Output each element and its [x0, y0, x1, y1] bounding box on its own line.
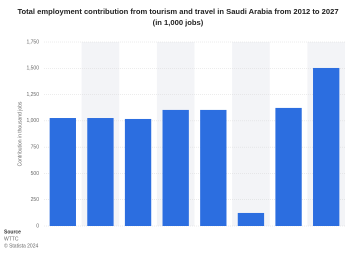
bar	[124, 118, 152, 226]
bar	[313, 67, 340, 227]
y-tick-label: 1,750	[26, 39, 39, 45]
bar	[200, 109, 227, 226]
y-tick-label: 1,000	[26, 118, 39, 124]
copyright: © Statista 2024	[4, 242, 38, 249]
y-tick-label: 250	[31, 197, 40, 203]
source-name: WTTC	[4, 236, 19, 242]
chart-title: Total employment contribution from touri…	[17, 7, 338, 27]
y-tick-label: 500	[31, 171, 40, 177]
bar	[275, 107, 302, 226]
source-label: Source	[4, 229, 21, 235]
y-tick-label: 1,500	[26, 66, 39, 72]
bar	[49, 118, 76, 226]
bar	[87, 118, 114, 226]
y-tick-label: 750	[31, 144, 40, 150]
y-tick-label: 0	[36, 223, 39, 229]
bar	[162, 109, 189, 226]
y-axis-label: Contribution in thousand jobs	[17, 101, 23, 166]
y-tick-label: 1,250	[26, 92, 39, 98]
bar	[237, 212, 265, 226]
band-stripe	[232, 42, 270, 226]
